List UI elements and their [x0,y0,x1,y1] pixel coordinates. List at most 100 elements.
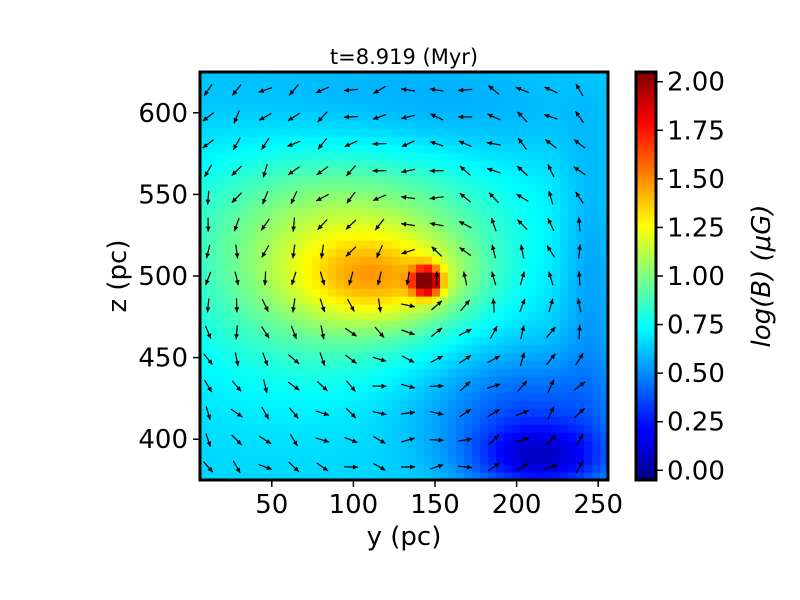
heatmap-cell [256,200,265,209]
heatmap-cell [448,360,457,369]
field-vector-head [289,89,295,96]
field-vector-head [489,192,495,198]
heatmap-cell [256,440,265,449]
heatmap-cell [512,240,521,249]
heatmap-cell [272,384,281,393]
heatmap-cell [288,80,297,89]
heatmap-cell [376,400,385,409]
heatmap-cell [368,336,377,345]
heatmap-cell [592,120,601,129]
heatmap-cell [208,200,217,209]
heatmap-cell [216,400,225,409]
heatmap-cell [424,384,433,393]
heatmap-cell [400,256,409,265]
heatmap-cell [560,104,569,113]
heatmap-cell [392,112,401,121]
heatmap-cell [328,400,337,409]
heatmap-cell [208,248,217,257]
heatmap-cell [360,136,369,145]
heatmap-cell [560,184,569,193]
heatmap-cell [408,128,417,137]
heatmap-cell [472,176,481,185]
heatmap-cell [488,296,497,305]
heatmap-cell [424,96,433,105]
heatmap-cell [408,80,417,89]
heatmap-cell [376,240,385,249]
heatmap-cell [432,456,441,465]
heatmap-cell [472,296,481,305]
heatmap-cell [368,472,377,480]
heatmap-cell [408,72,417,81]
heatmap-cell [224,112,233,121]
heatmap-cell [568,176,577,185]
heatmap-cell [568,232,577,241]
field-vector-head [293,358,300,364]
heatmap-cell [248,304,257,313]
heatmap-cell [512,296,521,305]
heatmap-cell [512,176,521,185]
heatmap-cell [400,392,409,401]
field-vector-head [547,164,553,170]
heatmap-cell [496,288,505,297]
heatmap-cell [432,192,441,201]
heatmap-cell [504,400,513,409]
heatmap-cell [360,88,369,97]
heatmap-cell [416,368,425,377]
heatmap-cell [424,304,433,313]
heatmap-cell [424,144,433,153]
heatmap-cell [600,224,608,233]
heatmap-cell [440,240,449,249]
field-vector-head [552,464,558,469]
heatmap-cell [568,112,577,121]
heatmap-cell [448,168,457,177]
heatmap-cell [424,208,433,217]
heatmap-cell [216,240,225,249]
heatmap-cell [424,312,433,321]
field-vector-head [348,279,353,286]
heatmap-cell [336,208,345,217]
heatmap-cell [240,256,249,265]
heatmap-cell [240,336,249,345]
field-vector-head [287,142,293,147]
heatmap-cell [600,80,608,89]
heatmap-cell [432,72,441,81]
heatmap-cell [408,104,417,113]
heatmap-cell [416,168,425,177]
heatmap-cell [544,392,553,401]
heatmap-cell [368,136,377,145]
heatmap-cell [472,336,481,345]
heatmap-cell [480,72,489,81]
heatmap-cell [464,184,473,193]
heatmap-cell [400,240,409,249]
heatmap-cell [464,456,473,465]
heatmap-cell [568,96,577,105]
heatmap-cell [480,256,489,265]
heatmap-cell [256,96,265,105]
heatmap-cell [256,280,265,289]
heatmap-cell [368,120,377,129]
field-vector-head [234,307,240,313]
heatmap-cell [312,384,321,393]
heatmap-cell [248,152,257,161]
heatmap-cell [576,320,585,329]
heatmap-cell [392,224,401,233]
heatmap-cell [256,400,265,409]
heatmap-cell [528,432,537,441]
heatmap-cell [416,448,425,457]
heatmap-cell [264,240,273,249]
heatmap-cell [344,152,353,161]
heatmap-cell [376,296,385,305]
heatmap-cell [464,88,473,97]
heatmap-cell [464,96,473,105]
heatmap-cell [296,448,305,457]
heatmap-cell [352,376,361,385]
heatmap-cell [384,392,393,401]
heatmap-cell [584,312,593,321]
heatmap-cell [488,304,497,313]
heatmap-cell [272,160,281,169]
heatmap-cell [224,96,233,105]
heatmap-cell [216,432,225,441]
heatmap-cell [200,472,209,480]
heatmap-cell [376,472,385,480]
